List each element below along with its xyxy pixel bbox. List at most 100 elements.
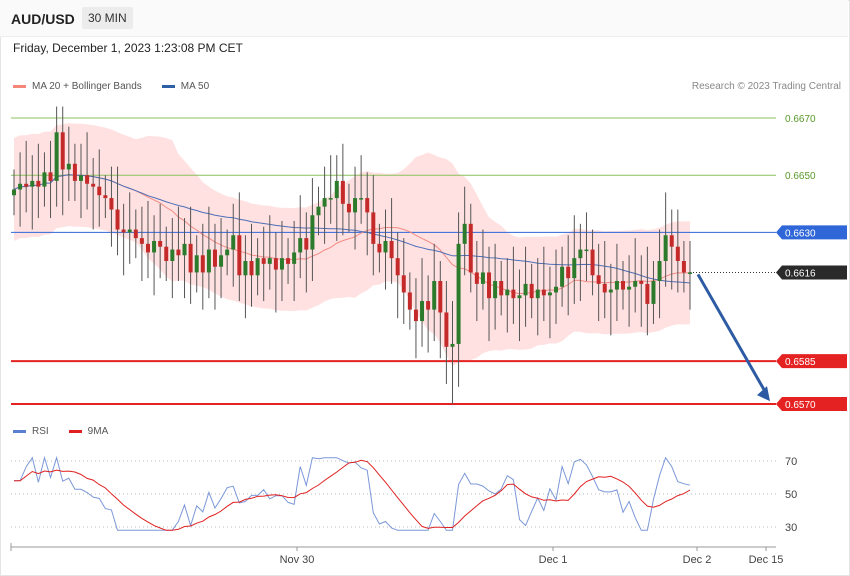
candle-body <box>639 281 644 284</box>
candle-body <box>657 261 662 282</box>
bollinger-band-area <box>14 123 690 366</box>
candle-body <box>584 249 589 252</box>
candle-body <box>60 132 65 170</box>
candle-body <box>596 275 601 284</box>
candle-body <box>225 249 230 256</box>
rsi-9ma-line <box>14 459 691 531</box>
candle-body <box>529 283 534 299</box>
legend-9ma-label: 9MA <box>87 426 109 437</box>
candle-body <box>292 252 297 264</box>
candle-body <box>383 240 388 253</box>
candle-body <box>231 235 236 250</box>
candle-body <box>523 283 528 296</box>
candle-body <box>608 289 613 293</box>
candle-body <box>212 249 217 267</box>
candle-body <box>389 240 394 259</box>
candle-body <box>511 289 516 299</box>
candle-body <box>377 243 382 253</box>
candle-body <box>304 238 309 250</box>
candle-body <box>103 195 108 199</box>
candle-body <box>627 286 632 290</box>
ma9-swatch <box>68 430 82 433</box>
level-tag-0.6630 <box>776 225 847 240</box>
candle-body <box>365 198 370 213</box>
legend-rsi: RSI 9MA <box>13 426 108 437</box>
candle-body <box>30 180 35 187</box>
candle-body <box>182 243 187 256</box>
candle-body <box>621 281 626 290</box>
rsi-tick-70: 70 <box>785 456 797 468</box>
rsi-tick-30: 30 <box>785 522 797 534</box>
candle-body <box>340 180 345 204</box>
candle-body <box>359 198 364 200</box>
candle-body <box>72 163 77 181</box>
header-bar: AUD/USD 30 MIN <box>0 0 848 37</box>
level-label-0.6630: 0.6630 <box>785 228 816 239</box>
candle-body <box>194 255 199 273</box>
level-label-0.6570: 0.6570 <box>785 400 816 411</box>
candle-body <box>12 189 16 196</box>
candle-body <box>541 289 546 296</box>
level-tag-0.6616 <box>776 265 847 280</box>
level-label-0.6670: 0.6670 <box>785 114 816 125</box>
candle-body <box>18 183 23 190</box>
candle-body <box>675 246 680 261</box>
candle-body <box>444 312 449 347</box>
candle-body <box>554 286 559 293</box>
candle-body <box>334 180 339 199</box>
candle-body <box>438 281 443 313</box>
candle-body <box>115 209 120 230</box>
candle-body <box>681 261 686 273</box>
candle-body <box>487 272 492 299</box>
candle-body <box>85 175 90 184</box>
forecast-arrow <box>696 273 768 394</box>
candle-body <box>279 258 284 270</box>
candle-body <box>395 258 400 276</box>
legend-main: MA 20 + Bollinger Bands MA 50 <box>13 81 209 92</box>
level-label-0.6616: 0.6616 <box>785 268 816 279</box>
rsi-tick-50: 50 <box>785 489 797 501</box>
candle-body <box>273 258 278 270</box>
candle-body <box>54 132 59 181</box>
candle-body <box>249 261 254 276</box>
candle-body <box>188 243 193 273</box>
candle-body <box>261 258 266 264</box>
candle-body <box>127 229 132 233</box>
candle-body <box>633 281 638 287</box>
candle-body <box>517 295 522 299</box>
candle-body <box>651 281 656 304</box>
x-tick-label: Nov 30 <box>280 554 315 566</box>
candle-body <box>346 203 351 213</box>
candle-body <box>493 281 498 299</box>
candle-body <box>48 172 53 181</box>
candle-body <box>401 275 406 293</box>
candle-body <box>310 215 315 250</box>
candle-body <box>176 249 181 256</box>
candle-body <box>255 258 260 276</box>
candle-body <box>468 223 473 273</box>
candle-body <box>170 249 175 261</box>
candle-body <box>200 255 205 273</box>
candle-body <box>78 175 83 181</box>
candle-body <box>139 238 144 244</box>
timeframe-button[interactable]: 30 MIN <box>82 7 133 29</box>
candle-body <box>133 229 138 239</box>
candle-body <box>462 223 467 244</box>
rsi-swatch <box>13 430 26 433</box>
datetime-label: Friday, December 1, 2023 1:23:08 PM CET <box>13 41 243 55</box>
level-tag-0.6570 <box>776 397 847 411</box>
symbol-title: AUD/USD <box>11 11 75 27</box>
level-label-0.6585: 0.6585 <box>785 357 816 368</box>
level-tag-0.6585 <box>776 354 847 369</box>
candle-body <box>645 283 650 304</box>
candle-body <box>535 289 540 299</box>
candle-body <box>158 240 163 247</box>
candle-body <box>547 292 552 296</box>
candle-body <box>474 272 479 284</box>
candle-body <box>353 198 358 213</box>
level-label-0.6650: 0.6650 <box>785 171 816 182</box>
candle-body <box>572 258 577 279</box>
forecast-arrowhead <box>757 386 770 402</box>
candle-body <box>316 206 321 216</box>
